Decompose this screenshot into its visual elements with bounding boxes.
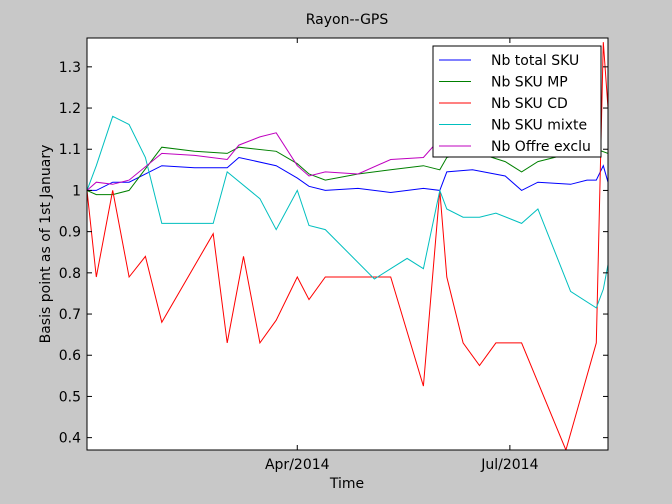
x-tick-label: Apr/2014 <box>265 457 330 473</box>
series-line-2 <box>87 42 608 450</box>
y-axis: 0.4 0.5 0.6 0.7 0.8 0.9 1 1.1 1.2 1.3 <box>59 60 608 447</box>
x-tick-label: Jul/2014 <box>480 457 538 473</box>
x-axis: Apr/2014 Jul/2014 <box>265 38 539 473</box>
series-line-3 <box>87 115 608 309</box>
legend-label: Nb SKU CD <box>491 96 568 112</box>
legend: Nb total SKU Nb SKU MP Nb SKU CD Nb SKU mix… <box>432 45 602 158</box>
legend-label: Nb total SKU <box>491 53 579 69</box>
y-tick-label: 0.6 <box>59 348 81 364</box>
legend-label: Nb SKU MP <box>491 75 568 91</box>
y-tick-label: 0.7 <box>59 307 81 323</box>
plot-frame <box>86 37 609 451</box>
y-tick-label: 0.5 <box>59 389 81 405</box>
legend-label: Nb SKU mixte <box>491 118 587 134</box>
series-line-0 <box>87 156 608 194</box>
series-layer <box>87 42 608 450</box>
y-tick-label: 0.4 <box>59 431 81 447</box>
x-axis-label: Time <box>329 476 364 492</box>
y-tick-label: 1.3 <box>59 60 81 76</box>
y-axis-label: Basis point as of 1st January <box>38 145 54 344</box>
y-tick-label: 0.8 <box>59 266 81 282</box>
legend-label: Nb Offre exclu <box>491 139 591 155</box>
y-tick-label: 1.1 <box>59 142 81 158</box>
legend-box <box>432 45 602 158</box>
y-tick-label: 1 <box>72 183 81 199</box>
chart-title: Rayon--GPS <box>306 12 389 28</box>
y-tick-label: 1.2 <box>59 101 81 117</box>
y-tick-label: 0.9 <box>59 225 81 241</box>
